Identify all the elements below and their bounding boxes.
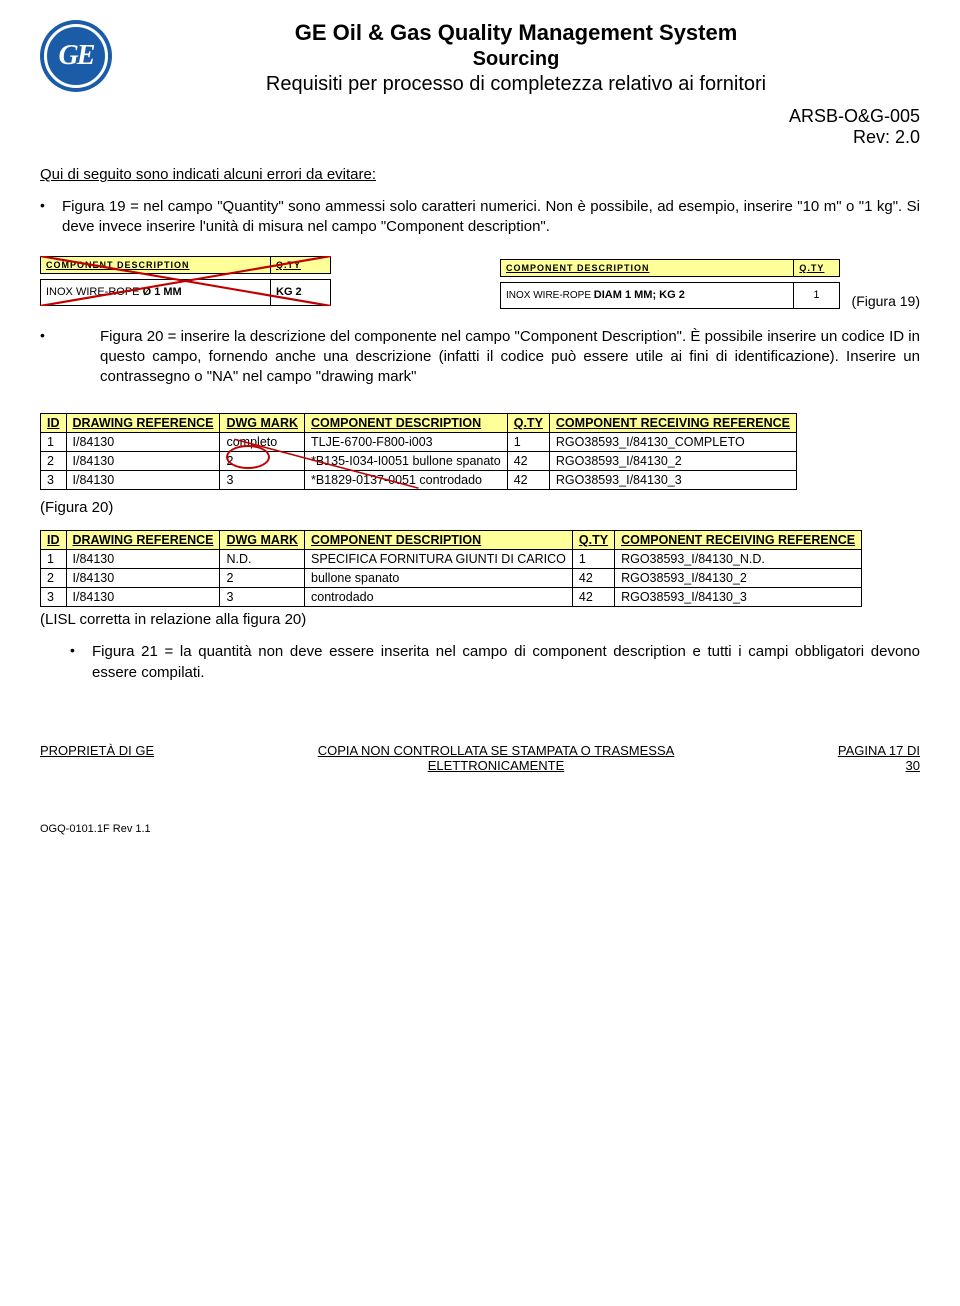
doc-title-2: Sourcing xyxy=(112,48,920,71)
footer-right-2: 30 xyxy=(838,758,920,773)
footer-right-1: PAGINA 17 DI xyxy=(838,743,920,758)
table-row: 3I/84130 3*B1829-0137-0051 controdado 42… xyxy=(41,471,797,490)
header: GE GE Oil & Gas Quality Management Syste… xyxy=(40,20,920,96)
footer-center-2: ELETTRONICAMENTE xyxy=(154,758,838,773)
fig19-wrong-table: COMPONENT DESCRIPTION Q.TY INOX WIRE-ROP… xyxy=(40,256,331,306)
t20b-h-id: ID xyxy=(41,531,67,550)
t20b-h-recv: COMPONENT RECEIVING REFERENCE xyxy=(615,531,862,550)
t20b-h-qty: Q.TY xyxy=(572,531,614,550)
fig19-tables: COMPONENT DESCRIPTION Q.TY INOX WIRE-ROP… xyxy=(40,256,920,309)
correct-cell-qty: 1 xyxy=(794,282,839,308)
footer-small: OGQ-0101.1F Rev 1.1 xyxy=(40,823,920,835)
table-row: 3I/84130 3controdado 42RGO38593_I/84130_… xyxy=(41,588,862,607)
bullet-fig20-text: Figura 20 = inserire la descrizione del … xyxy=(100,327,920,388)
table-row: 1I/84130 completoTLJE-6700-F800-i003 1RG… xyxy=(41,433,797,452)
fig19-correct-table: COMPONENT DESCRIPTION Q.TY INOX WIRE-ROP… xyxy=(500,259,840,309)
fig20b-caption: (LISL corretta in relazione alla figura … xyxy=(40,611,920,628)
bullet-fig20: • Figura 20 = inserire la descrizione de… xyxy=(40,327,920,388)
t20b-h-cdesc: COMPONENT DESCRIPTION xyxy=(305,531,573,550)
col-qty-r: Q.TY xyxy=(794,259,839,276)
footer-left: PROPRIETÀ DI GE xyxy=(40,743,154,773)
col-comp-desc: COMPONENT DESCRIPTION xyxy=(41,256,271,273)
doc-number: ARSB-O&G-005 xyxy=(40,106,920,127)
correct-cell-desc: INOX WIRE-ROPE DIAM 1 MM; KG 2 xyxy=(501,282,794,308)
wrong-cell-desc: INOX WIRE-ROPE Ø 1 MM xyxy=(41,279,271,305)
col-comp-desc-r: COMPONENT DESCRIPTION xyxy=(501,259,794,276)
table-row: 1I/84130 N.D.SPECIFICA FORNITURA GIUNTI … xyxy=(41,550,862,569)
bullet-fig19-text: Figura 19 = nel campo "Quantity" sono am… xyxy=(62,197,920,238)
fig20b-table: ID DRAWING REFERENCE DWG MARK COMPONENT … xyxy=(40,530,862,607)
fig20-table: ID DRAWING REFERENCE DWG MARK COMPONENT … xyxy=(40,413,797,490)
fig19-caption: (Figura 19) xyxy=(852,293,920,309)
t20-h-mark: DWG MARK xyxy=(220,414,305,433)
wrong-cell-qty: KG 2 xyxy=(271,279,331,305)
t20-h-dref: DRAWING REFERENCE xyxy=(66,414,220,433)
table-row: 2I/84130 2*B135-I034-I0051 bullone spana… xyxy=(41,452,797,471)
t20b-h-mark: DWG MARK xyxy=(220,531,305,550)
intro-line: Qui di seguito sono indicati alcuni erro… xyxy=(40,166,920,183)
footer-center-1: COPIA NON CONTROLLATA SE STAMPATA O TRAS… xyxy=(154,743,838,758)
col-qty: Q.TY xyxy=(271,256,331,273)
doc-rev: Rev: 2.0 xyxy=(40,127,920,148)
doc-title-1: GE Oil & Gas Quality Management System xyxy=(112,20,920,46)
t20-h-recv: COMPONENT RECEIVING REFERENCE xyxy=(549,414,796,433)
bullet-fig21: • Figura 21 = la quantità non deve esser… xyxy=(70,642,920,683)
t20-h-id: ID xyxy=(41,414,67,433)
fig20-caption: (Figura 20) xyxy=(40,499,920,516)
t20-h-qty: Q.TY xyxy=(507,414,549,433)
page-footer: PROPRIETÀ DI GE COPIA NON CONTROLLATA SE… xyxy=(40,743,920,835)
doc-number-block: ARSB-O&G-005 Rev: 2.0 xyxy=(40,106,920,148)
t20b-h-dref: DRAWING REFERENCE xyxy=(66,531,220,550)
bullet-fig19: • Figura 19 = nel campo "Quantity" sono … xyxy=(40,197,920,238)
ge-logo-icon: GE xyxy=(40,20,112,92)
doc-subtitle: Requisiti per processo di completezza re… xyxy=(112,73,920,96)
bullet-fig21-text: Figura 21 = la quantità non deve essere … xyxy=(92,642,920,683)
t20-h-cdesc: COMPONENT DESCRIPTION xyxy=(305,414,508,433)
table-row: 2I/84130 2bullone spanato 42RGO38593_I/8… xyxy=(41,569,862,588)
